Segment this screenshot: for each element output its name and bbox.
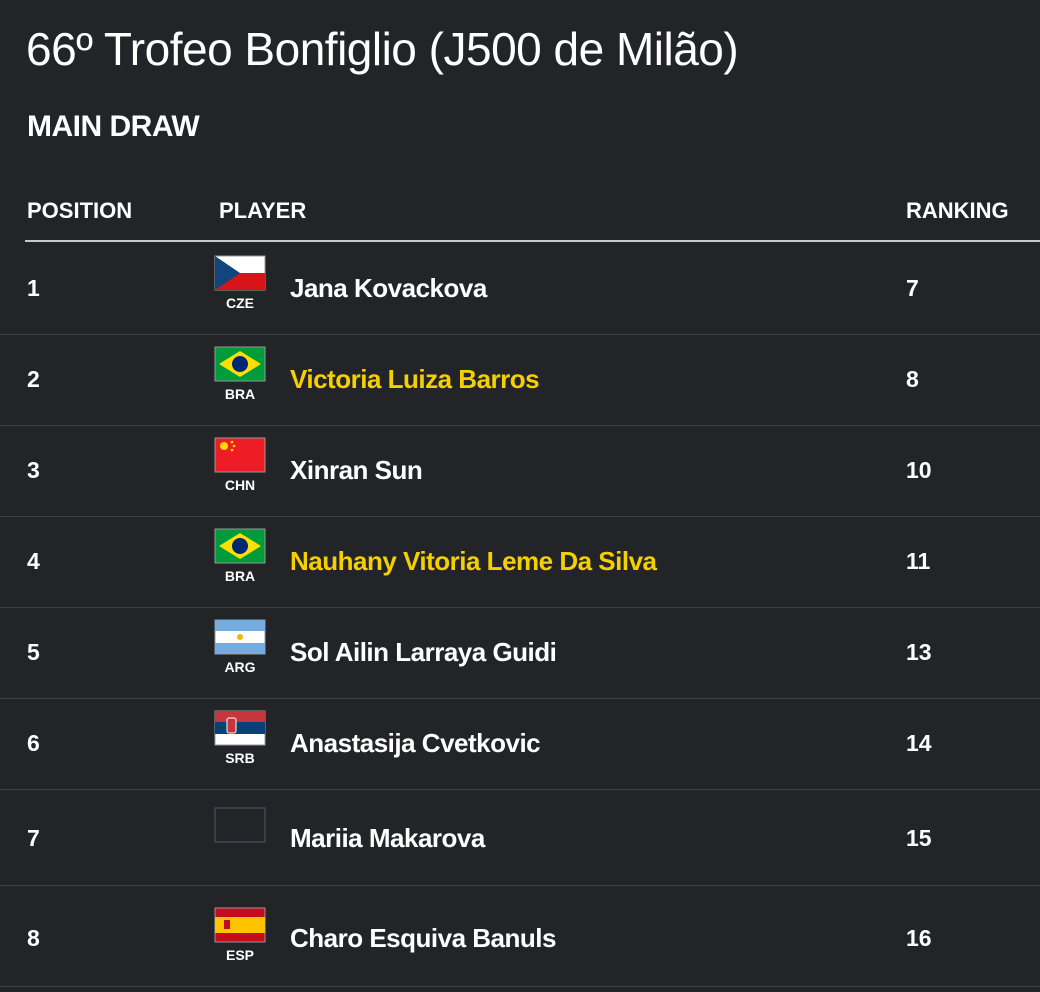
flag-placeholder: [214, 807, 266, 843]
position: 1: [27, 275, 40, 301]
country-code: CZE: [226, 295, 254, 311]
flag: [214, 907, 266, 943]
flag: [214, 528, 266, 564]
position: 2: [27, 366, 40, 392]
country-code: CHN: [224, 477, 256, 493]
ranking: 11: [906, 548, 931, 574]
player-name[interactable]: Nauhany Vitoria Leme Da Silva: [290, 546, 657, 576]
subtitle: MAIN DRAW: [27, 110, 200, 143]
player-name[interactable]: Mariia Makarova: [290, 823, 485, 853]
flag: [214, 346, 266, 382]
player-name[interactable]: Jana Kovackova: [290, 273, 487, 303]
position: 7: [27, 825, 40, 851]
column-header: POSITION: [27, 198, 133, 223]
flag: [214, 255, 266, 291]
ranking: 8: [906, 366, 919, 392]
ranking: 7: [906, 275, 919, 301]
flag: [214, 710, 266, 746]
column-header: PLAYER: [219, 198, 307, 223]
position: 6: [27, 730, 40, 756]
country-code: ESP: [225, 947, 254, 963]
table-row: 1 CZE Jana Kovackova 7: [0, 243, 1040, 335]
player-name[interactable]: Sol Ailin Larraya Guidi: [290, 637, 557, 667]
player-name[interactable]: Xinran Sun: [290, 455, 423, 485]
page-title: 66º Trofeo Bonfiglio (J500 de Milão): [26, 23, 739, 75]
country-code: BRA: [224, 386, 256, 402]
position: 5: [27, 639, 40, 665]
flag: [214, 619, 266, 655]
column-header: RANKING: [906, 198, 1009, 223]
ranking: 10: [906, 457, 932, 483]
position: 8: [27, 925, 40, 951]
country-code: BRA: [224, 568, 256, 584]
table-row: 5 ARG Sol Ailin Larraya Guidi 13: [0, 607, 1040, 699]
ranking: 16: [906, 925, 932, 951]
country-code: ARG: [224, 659, 256, 675]
ranking: 13: [906, 639, 932, 665]
player-name[interactable]: Charo Esquiva Banuls: [290, 923, 556, 953]
player-name[interactable]: Victoria Luiza Barros: [290, 364, 540, 394]
table-row: 6 SRB Anastasija Cvetkovic 14: [0, 698, 1040, 790]
table-row: 4 BRA Nauhany Vitoria Leme Da Silva 11: [0, 516, 1040, 608]
player-name[interactable]: Anastasija Cvetkovic: [290, 728, 541, 758]
flag: [214, 437, 266, 473]
position: 4: [27, 548, 40, 574]
ranking: 15: [906, 825, 932, 851]
table-row: 2 BRA Victoria Luiza Barros 8: [0, 334, 1040, 426]
table-row: 3 CHN Xinran Sun 10: [0, 425, 1040, 517]
ranking: 14: [906, 730, 932, 756]
position: 3: [27, 457, 40, 483]
header-rule: [25, 240, 1040, 242]
country-code: SRB: [225, 750, 255, 766]
table-row: 8 ESP Charo Esquiva Banuls 16: [0, 886, 1040, 987]
table-row: 7 Mariia Makarova 15: [0, 791, 1040, 886]
